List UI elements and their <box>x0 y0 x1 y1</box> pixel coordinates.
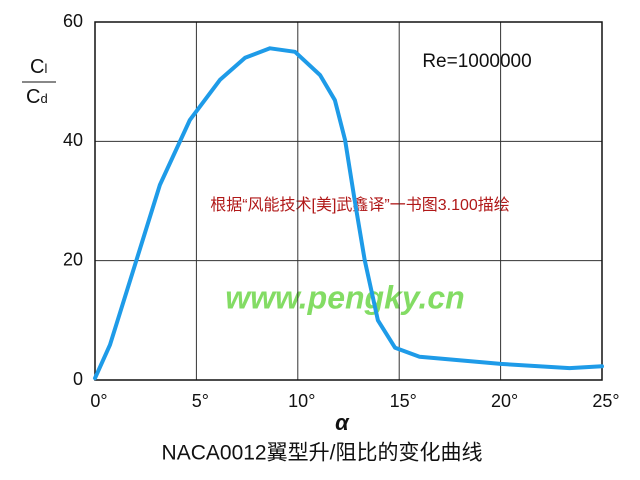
y-tick-label: 0 <box>73 369 83 389</box>
y-label-denominator: Cd <box>26 86 48 108</box>
y-tick-label: 60 <box>63 11 83 31</box>
x-tick-label: 25° <box>592 391 619 411</box>
x-tick-label: 0° <box>90 391 107 411</box>
y-tick-label: 20 <box>63 249 83 269</box>
plot-frame <box>94 21 603 381</box>
y-tick-label: 40 <box>63 130 83 150</box>
x-tick-label: 20° <box>491 391 518 411</box>
y-label-sub: d <box>40 91 47 106</box>
x-tick-label: 15° <box>390 391 417 411</box>
y-label-sub: l <box>44 61 47 76</box>
data-line <box>93 46 604 381</box>
chart-title: NACA0012翼型升/阻比的变化曲线 <box>162 442 483 465</box>
watermark: www.pengky.cn <box>225 279 464 315</box>
source-note: 根据“风能技术[美]武鑫译”一书图3.100描绘 <box>210 195 510 214</box>
x-tick-label: 10° <box>288 391 315 411</box>
x-tick-label: 5° <box>192 391 209 411</box>
reynolds-note: Re=1000000 <box>422 51 531 72</box>
y-label-base: C <box>30 56 44 78</box>
y-label-base: C <box>26 86 40 108</box>
x-axis-label: α <box>335 410 350 435</box>
y-label-numerator: Cl <box>30 56 47 78</box>
